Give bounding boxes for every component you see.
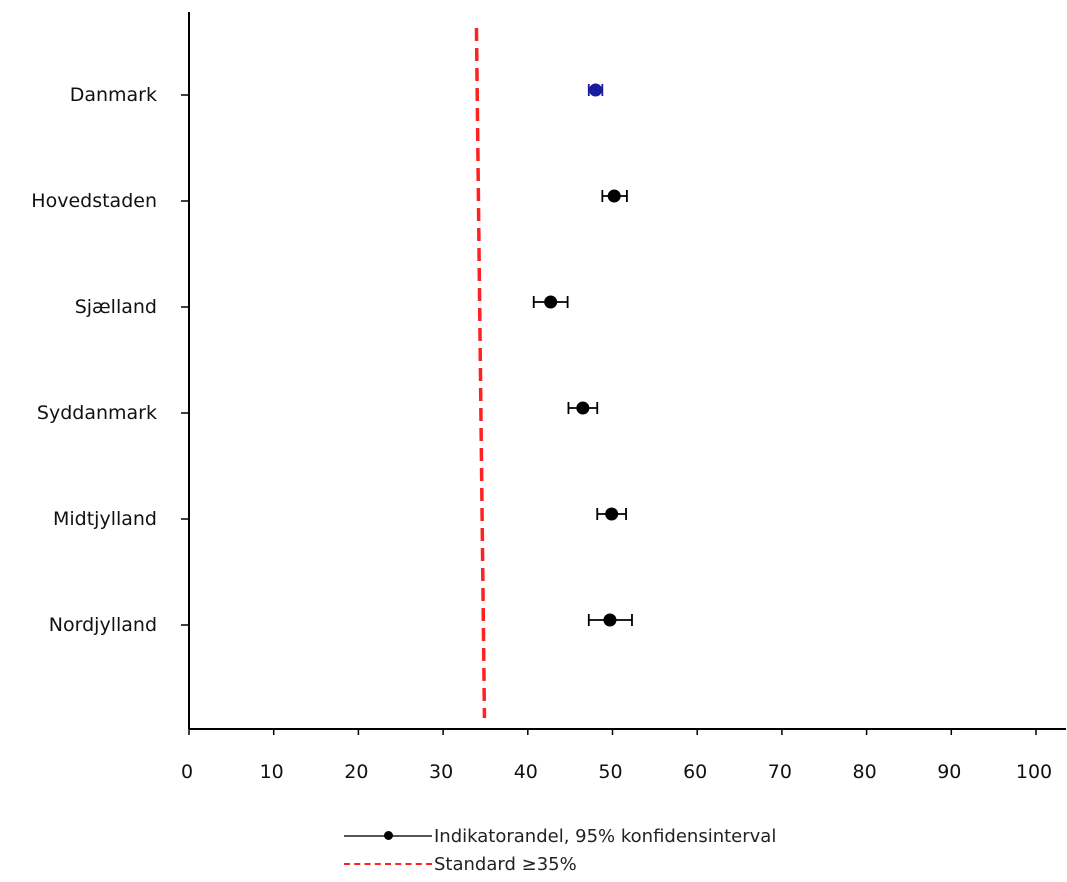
x-axis-labels: 0 10 20 30 40 50 60 70 80 90 100 [181,761,1052,783]
data-point [607,189,621,203]
legend-label-standard: Standard ≥35% [434,853,577,875]
legend: Indikatorandel, 95% konfidensinterval St… [344,822,904,882]
x-tick-label: 0 [181,761,193,783]
legend-swatch-indicator [344,822,434,850]
data-point [605,507,619,521]
x-tick-label: 40 [514,761,538,783]
y-category-label: Midtjylland [53,508,157,530]
x-tick-label: 90 [937,761,961,783]
x-tick-label: 80 [853,761,877,783]
y-category-label: Nordjylland [49,614,157,636]
data-point-group [567,401,599,415]
x-tick-label: 20 [344,761,368,783]
data-point-group [587,613,633,627]
x-tick-label: 70 [768,761,792,783]
data-point [589,83,603,97]
legend-item-indicator: Indikatorandel, 95% konfidensinterval [344,822,776,850]
reference-line-group [474,27,487,719]
y-category-label: Sjælland [75,296,157,318]
y-axis-labels: Danmark Hovedstaden Sjælland Syddanmark Midt… [31,84,157,636]
x-tick-label: 50 [598,761,622,783]
data-point [603,613,617,627]
x-tick-label: 60 [683,761,707,783]
y-category-label: Danmark [70,84,157,106]
x-tick-label: 10 [260,761,284,783]
axes [181,12,1066,735]
data-points [532,83,633,627]
data-point [544,295,558,309]
x-tick-label: 30 [429,761,453,783]
y-category-label: Hovedstaden [31,190,157,212]
x-tick-label: 100 [1016,761,1052,783]
legend-swatch-standard [344,850,434,878]
data-point [576,401,590,415]
reference-line [474,27,487,719]
legend-item-standard: Standard ≥35% [344,850,577,878]
y-category-label: Syddanmark [37,402,157,424]
data-point-group [587,83,604,97]
data-point-group [532,295,569,309]
data-point-group [601,189,628,203]
data-point-group [596,507,627,521]
legend-label-indicator: Indikatorandel, 95% konfidensinterval [434,825,777,847]
